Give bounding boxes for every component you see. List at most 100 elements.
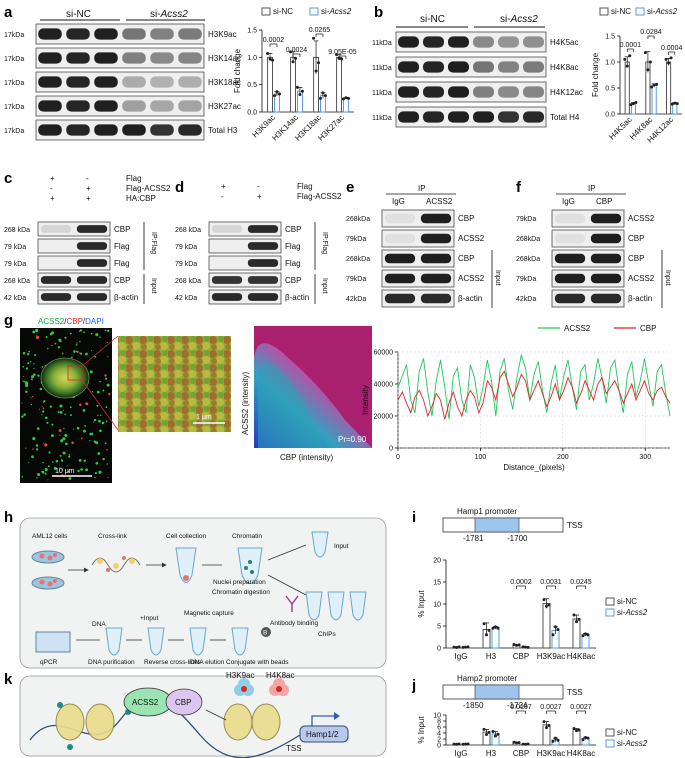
panel-f: IP IgG CBP 79kDa ACSS2 268kDa CBP 268kDa CBP 79kD… xyxy=(516,184,671,308)
kda-label: 11kDa xyxy=(372,65,392,72)
kda-label: 268kDa xyxy=(346,216,370,223)
lane-label: ACSS2 xyxy=(426,197,453,206)
label-reverse: Reverse cross-links xyxy=(144,659,201,666)
kda-label: 79 kDa xyxy=(4,261,26,268)
data-point xyxy=(485,633,488,637)
data-point xyxy=(455,646,458,650)
data-point xyxy=(572,727,576,730)
blot-b-row-band xyxy=(498,111,519,123)
bar xyxy=(542,603,551,649)
speckle xyxy=(105,420,108,423)
sign: - xyxy=(50,184,53,193)
blot-b-row-band xyxy=(398,111,419,123)
panel-a-blots: 17kDa H3K9ac 17kDa H3K14ac 17kDa H3K18ac 17kDa… xyxy=(4,23,241,141)
x-tick-label: 200 xyxy=(557,454,569,461)
blot-b-row-band xyxy=(473,111,494,123)
speckle xyxy=(54,342,57,345)
ip-blot-band xyxy=(554,233,586,244)
blot-b-row xyxy=(395,106,547,128)
blot-a-row-band xyxy=(150,28,174,40)
speckle xyxy=(31,395,34,398)
data-point xyxy=(551,633,555,637)
data-point xyxy=(295,85,299,89)
kda-label: 11kDa xyxy=(372,90,392,97)
model-h3k9ac: H3K9ac xyxy=(226,671,254,680)
speckle xyxy=(107,329,110,332)
p-value: 0.0001 xyxy=(620,42,642,49)
blot-label: H4K12ac xyxy=(550,88,583,97)
row-label: HA:CBP xyxy=(126,194,156,203)
y-axis-label: Intensity xyxy=(361,385,370,415)
legend-label: si-NC xyxy=(617,728,637,737)
bar xyxy=(343,97,349,113)
sign: + xyxy=(257,192,262,201)
speckle xyxy=(34,354,37,357)
ip-blot-band xyxy=(420,253,452,264)
co-ip-blot-band xyxy=(40,225,72,233)
speckle xyxy=(39,387,43,391)
data-point xyxy=(551,739,555,743)
speckle xyxy=(41,366,44,368)
speckle xyxy=(75,350,78,353)
data-point xyxy=(464,645,467,649)
blot-a-row-band xyxy=(94,100,118,112)
blot-a-row-band xyxy=(38,76,62,88)
speckle xyxy=(80,468,83,471)
speckle xyxy=(90,332,93,335)
ip-blot-band xyxy=(590,213,622,224)
label-conjugate: Conjugate with beads xyxy=(226,659,289,666)
kda-label: 17kDa xyxy=(4,56,24,63)
y-tick-label: 60000 xyxy=(374,350,394,357)
micrograph-zoom: 1 μm xyxy=(118,336,231,432)
ip-header: IP xyxy=(418,184,426,193)
co-ip-blot-band xyxy=(40,276,72,284)
bar xyxy=(651,84,657,115)
blot-a-row-band xyxy=(150,52,174,64)
speckle xyxy=(107,341,109,343)
sign: + xyxy=(50,194,55,203)
data-point xyxy=(648,60,652,64)
blot-b-row-band xyxy=(523,111,544,123)
speckle xyxy=(102,457,105,461)
y-tick-label: 2 xyxy=(437,737,441,744)
speckle xyxy=(33,368,35,370)
kda-label: 17kDa xyxy=(4,104,24,111)
blot-b-row-band xyxy=(398,61,419,73)
data-point xyxy=(515,643,518,647)
chip-workflow: AML12 cells Cross-link Cell collection C… xyxy=(19,517,387,669)
speckle xyxy=(22,380,24,382)
co-ip-blot xyxy=(37,221,111,237)
data-point xyxy=(496,732,500,736)
speckle xyxy=(44,467,48,472)
panel-f-letter: f xyxy=(516,179,522,196)
speckle xyxy=(32,330,36,334)
speckle xyxy=(104,329,107,332)
kda-label: 268 kDa xyxy=(4,278,30,285)
speckle xyxy=(85,468,89,472)
speckle xyxy=(21,402,23,404)
ip-blot-band xyxy=(384,233,416,244)
blot-a-row-band xyxy=(122,124,146,136)
scatter-xlabel: CBP (intensity) xyxy=(280,453,334,462)
panel-b-blots: 11kDa H4K5ac 11kDa H4K8ac 11kDa H4K12ac 11kDa T… xyxy=(372,31,583,128)
row-label: Flag xyxy=(126,174,142,183)
ip-blot xyxy=(551,269,625,288)
label-chromatin: Chromatin xyxy=(232,533,262,540)
region-start: -1781 xyxy=(463,534,484,543)
speckle xyxy=(99,336,101,338)
data-point xyxy=(631,102,635,106)
blot-label: H3K27ac xyxy=(208,102,241,111)
speckle xyxy=(106,449,108,451)
blot-b-row-band xyxy=(423,36,444,48)
data-point xyxy=(300,89,304,93)
x-tick-label: CBP xyxy=(513,749,529,758)
label-digestion: Chromatin digestion xyxy=(212,589,270,596)
speckle xyxy=(23,375,25,378)
kda-label: 268 kDa xyxy=(175,278,201,285)
label-qpcr: qPCR xyxy=(40,659,58,666)
blot-label: Total H4 xyxy=(550,113,580,122)
speckle xyxy=(22,365,25,368)
